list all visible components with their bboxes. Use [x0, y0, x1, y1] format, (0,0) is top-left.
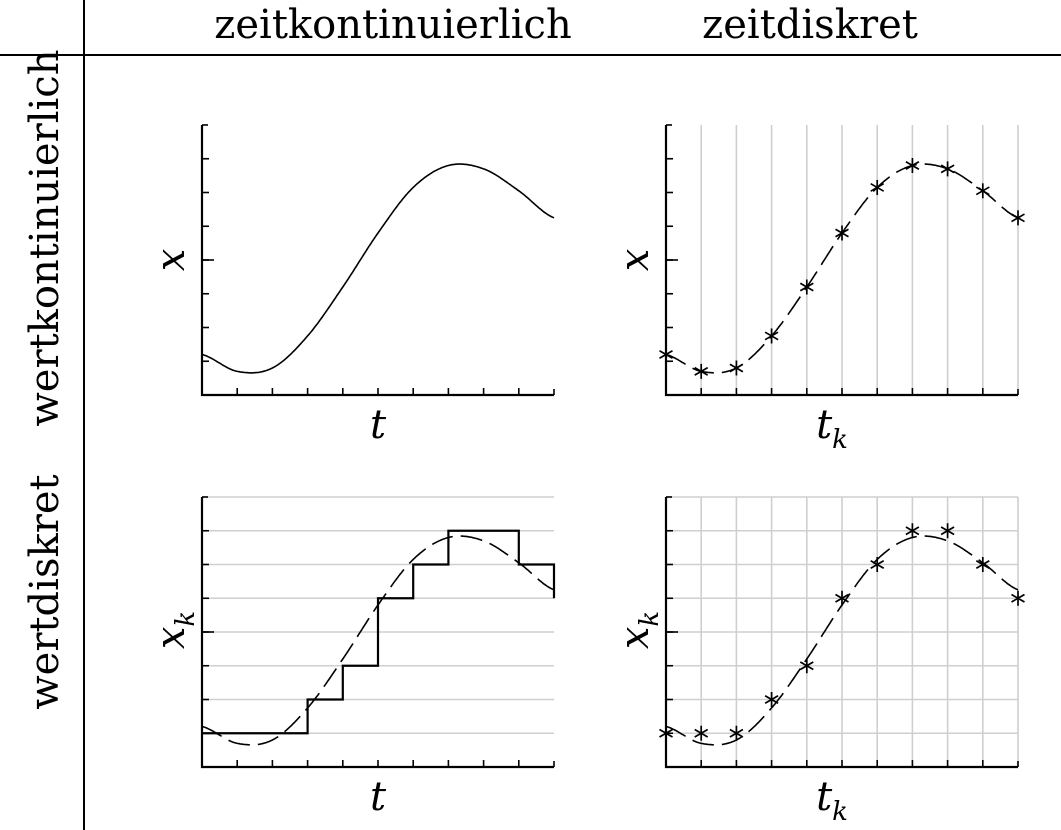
- x-axis-label: t: [370, 774, 387, 820]
- sample-marker: [659, 347, 673, 362]
- sample-marker: [694, 363, 709, 379]
- sample-marker: [729, 725, 744, 741]
- sample-marker: [905, 523, 920, 539]
- sample-marker: [940, 523, 955, 539]
- x-axis-label: t: [370, 402, 387, 448]
- quantized-staircase: [202, 529, 556, 735]
- sample-marker: [975, 183, 990, 199]
- sample-marker: [905, 158, 920, 173]
- sample-marker: [1011, 210, 1025, 226]
- y-axis-label: x: [612, 249, 658, 272]
- plot-top-right: tk x: [612, 124, 1025, 455]
- sample-marker: [940, 161, 955, 177]
- axes-frame: [200, 125, 554, 397]
- sample-marker: [870, 179, 885, 195]
- sample-marker: [835, 225, 849, 241]
- x-axis-label: tk: [816, 402, 848, 455]
- axes-frame: [664, 125, 1018, 397]
- sample-marker: [764, 328, 779, 344]
- sample-marker: [694, 725, 709, 741]
- header-zeitdiskret: zeitdiskret: [702, 2, 918, 48]
- plot-top-left: tx: [148, 124, 555, 448]
- plot-bottom-right: tk xk: [612, 496, 1025, 827]
- sample-marker: [835, 590, 849, 606]
- sample-marker: [659, 725, 673, 741]
- plot-bottom-left: t xk: [148, 496, 556, 820]
- y-axis-label: x: [148, 249, 194, 272]
- y-axis-label: xk: [148, 611, 201, 649]
- header-wertkontinuierlich: wertkontinuierlich: [22, 50, 68, 427]
- sample-marker: [1011, 590, 1025, 606]
- y-axis-label: xk: [612, 611, 665, 649]
- sample-marker: [799, 279, 814, 295]
- sample-marker: [764, 692, 779, 707]
- header-zeitkontinuierlich: zeitkontinuierlich: [214, 2, 571, 48]
- header-wertdiskret: wertdiskret: [22, 474, 68, 709]
- axes-frame: [664, 497, 1018, 769]
- signal-curve: [201, 163, 555, 374]
- axes-frame: [200, 497, 554, 769]
- x-axis-label: tk: [816, 774, 848, 827]
- sample-marker: [870, 557, 885, 572]
- sample-marker: [729, 360, 744, 376]
- sample-marker: [975, 557, 990, 572]
- sample-marker: [799, 658, 814, 674]
